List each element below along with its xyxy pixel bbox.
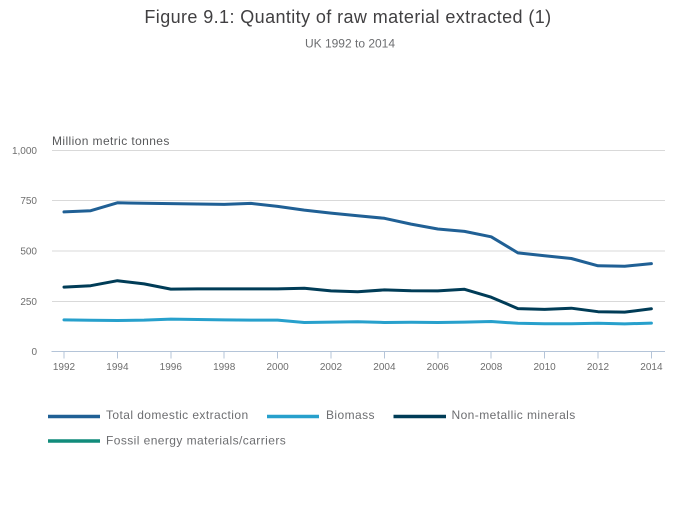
- svg-text:2000: 2000: [266, 362, 289, 373]
- svg-text:2010: 2010: [533, 362, 556, 373]
- svg-text:2002: 2002: [320, 362, 343, 373]
- svg-text:Million metric tonnes: Million metric tonnes: [52, 134, 170, 148]
- svg-text:1998: 1998: [213, 362, 236, 373]
- svg-text:2008: 2008: [480, 362, 503, 373]
- svg-text:UK 1992 to 2014: UK 1992 to 2014: [305, 37, 395, 51]
- svg-text:1994: 1994: [106, 362, 129, 373]
- svg-text:2014: 2014: [640, 362, 663, 373]
- svg-text:1,000: 1,000: [12, 146, 37, 157]
- svg-text:750: 750: [20, 196, 37, 207]
- svg-text:0: 0: [31, 347, 37, 358]
- svg-text:2012: 2012: [587, 362, 610, 373]
- svg-text:Biomass: Biomass: [326, 408, 375, 422]
- svg-text:Total domestic extraction: Total domestic extraction: [106, 408, 249, 422]
- svg-text:2006: 2006: [427, 362, 450, 373]
- svg-text:1996: 1996: [160, 362, 183, 373]
- svg-text:Figure 9.1: Quantity of raw ma: Figure 9.1: Quantity of raw material ext…: [144, 7, 551, 27]
- svg-text:500: 500: [20, 247, 37, 258]
- svg-text:Fossil energy materials/carrie: Fossil energy materials/carriers: [106, 434, 286, 448]
- svg-text:2004: 2004: [373, 362, 396, 373]
- svg-text:250: 250: [20, 297, 37, 308]
- svg-text:Non-metallic minerals: Non-metallic minerals: [452, 408, 576, 422]
- svg-text:1992: 1992: [53, 362, 76, 373]
